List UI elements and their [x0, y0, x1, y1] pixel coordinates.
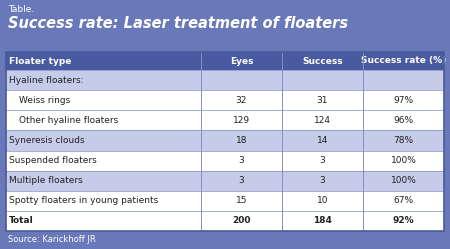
- Text: 97%: 97%: [393, 96, 414, 105]
- Text: 18: 18: [236, 136, 247, 145]
- Bar: [6, 150, 444, 171]
- Text: Floater type: Floater type: [9, 57, 72, 65]
- Text: Source: Karickhoff JR: Source: Karickhoff JR: [8, 235, 96, 244]
- Text: Eyes: Eyes: [230, 57, 253, 65]
- Text: 96%: 96%: [393, 116, 414, 125]
- Text: 3: 3: [238, 156, 244, 165]
- Text: 10: 10: [317, 196, 328, 205]
- Bar: [6, 52, 444, 70]
- Bar: [6, 70, 444, 90]
- Text: 92%: 92%: [393, 216, 414, 225]
- Text: 15: 15: [236, 196, 247, 205]
- Text: 100%: 100%: [391, 156, 416, 165]
- Text: 3: 3: [320, 156, 325, 165]
- Bar: [6, 130, 444, 150]
- Text: 124: 124: [314, 116, 331, 125]
- Text: 129: 129: [233, 116, 250, 125]
- Bar: [6, 110, 444, 130]
- Text: 32: 32: [236, 96, 247, 105]
- Text: Other hyaline floaters: Other hyaline floaters: [19, 116, 118, 125]
- Text: Table.: Table.: [8, 5, 34, 14]
- Text: Spotty floaters in young patients: Spotty floaters in young patients: [9, 196, 158, 205]
- Text: Total: Total: [9, 216, 34, 225]
- Text: Syneresis clouds: Syneresis clouds: [9, 136, 85, 145]
- Text: 31: 31: [317, 96, 328, 105]
- Text: Success: Success: [302, 57, 343, 65]
- Text: Suspended floaters: Suspended floaters: [9, 156, 97, 165]
- Text: 3: 3: [238, 176, 244, 185]
- Bar: [6, 191, 444, 211]
- Text: Success rate: Laser treatment of floaters: Success rate: Laser treatment of floater…: [8, 16, 348, 31]
- Bar: [6, 52, 444, 231]
- Text: 200: 200: [232, 216, 251, 225]
- Text: Hyaline floaters:: Hyaline floaters:: [9, 75, 84, 85]
- Text: 184: 184: [313, 216, 332, 225]
- Bar: [6, 171, 444, 191]
- Text: 78%: 78%: [393, 136, 414, 145]
- Text: 3: 3: [320, 176, 325, 185]
- Text: Success rate (%): Success rate (%): [361, 57, 446, 65]
- Text: Multiple floaters: Multiple floaters: [9, 176, 83, 185]
- Text: 14: 14: [317, 136, 328, 145]
- Text: 67%: 67%: [393, 196, 414, 205]
- Bar: [6, 90, 444, 110]
- Text: Weiss rings: Weiss rings: [19, 96, 70, 105]
- Bar: [6, 211, 444, 231]
- Text: 100%: 100%: [391, 176, 416, 185]
